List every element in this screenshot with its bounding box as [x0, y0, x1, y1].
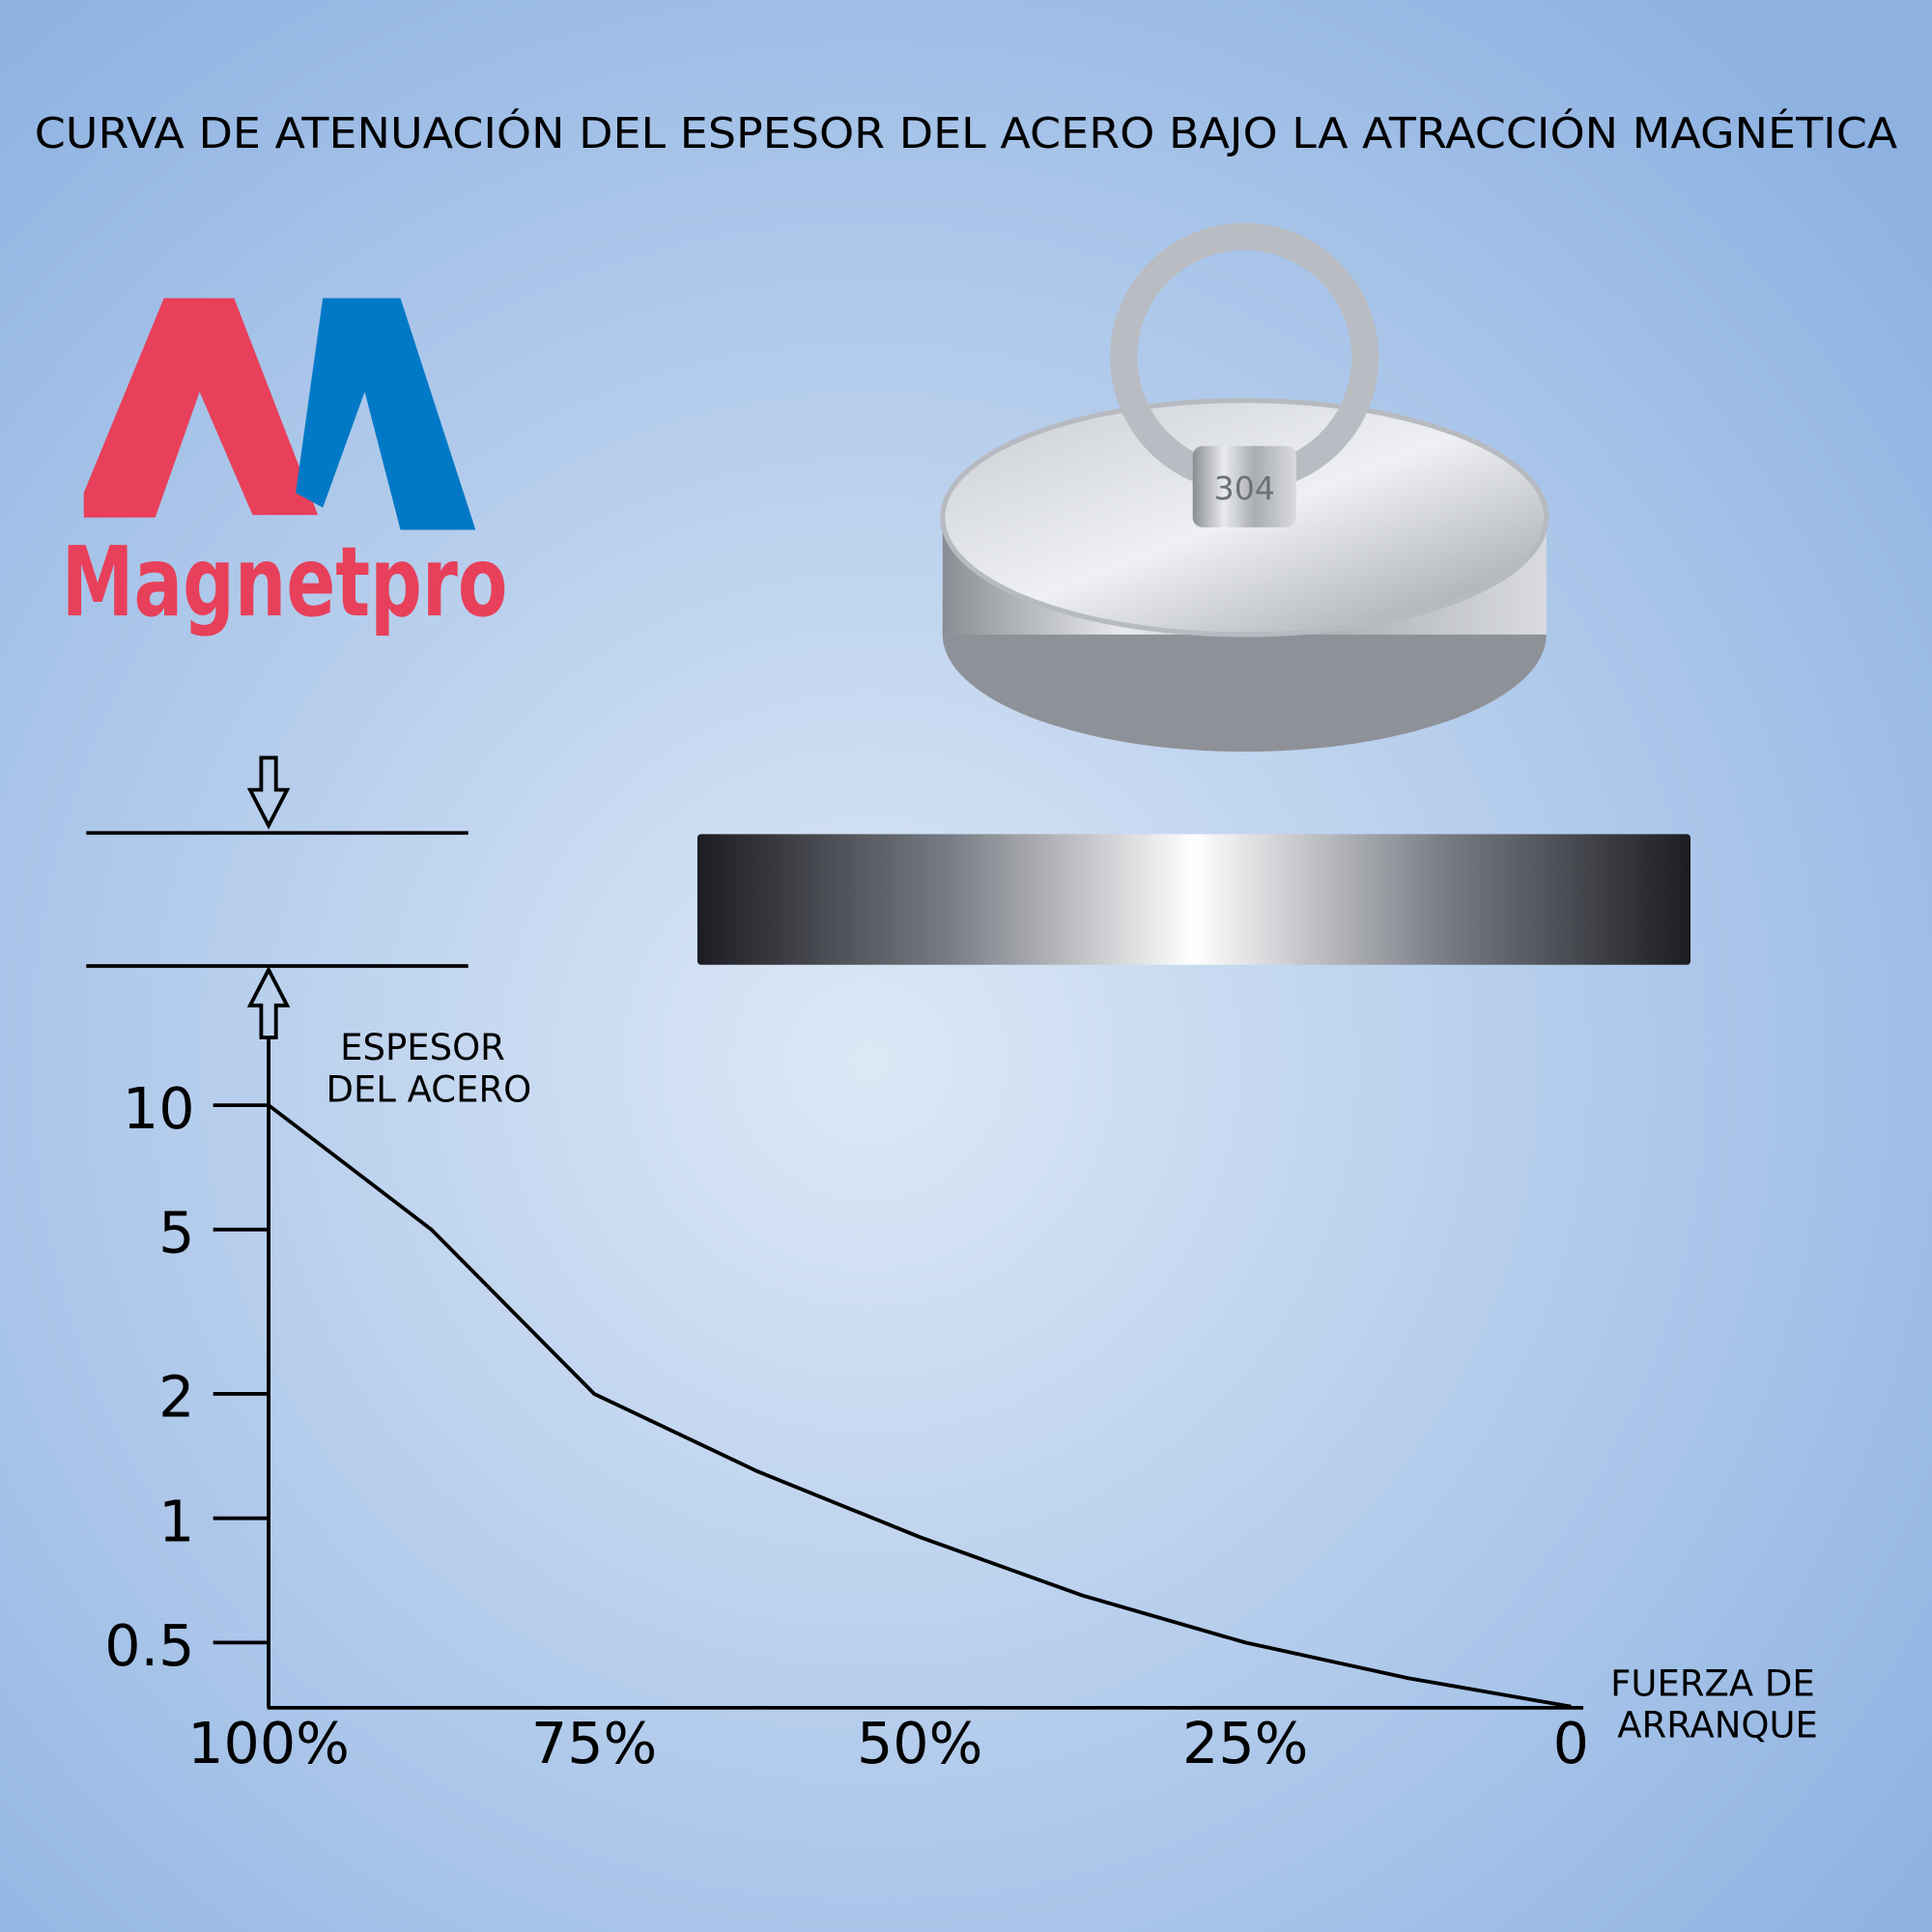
x-tick-label: 0: [1553, 1711, 1589, 1776]
logo-mark-red: [83, 298, 319, 518]
x-tick-label: 100%: [187, 1711, 350, 1776]
x-tick-label: 25%: [1182, 1711, 1308, 1776]
x-axis-label: FUERZA DE: [1610, 1662, 1815, 1704]
x-axis-label: ARRANQUE: [1617, 1705, 1818, 1747]
y-axis-label: DEL ACERO: [326, 1069, 531, 1111]
y-tick-label: 0.5: [104, 1613, 194, 1679]
x-tick-label: 50%: [857, 1711, 982, 1776]
arrow-down: [246, 755, 291, 830]
y-tick-label: 5: [158, 1201, 194, 1266]
logo: Magnetpro: [62, 298, 508, 639]
y-tick-label: 10: [123, 1076, 195, 1142]
logo-mark-blue: [296, 298, 476, 530]
eye-nut: [1192, 445, 1296, 527]
arrow-up: [246, 965, 291, 1039]
data-line: [267, 1103, 1572, 1709]
product-marking: 304: [1214, 469, 1275, 507]
y-tick-label: 2: [158, 1365, 194, 1431]
magnet: 304: [940, 222, 1549, 753]
y-axis-label: ESPESOR: [340, 1027, 505, 1068]
x-tick-label: 75%: [531, 1711, 657, 1776]
thickness-diagram: [86, 755, 469, 1039]
brand-name: Magnetpro: [62, 527, 508, 639]
y-tick-label: 1: [158, 1489, 194, 1554]
chart-title: CURVA DE ATENUACIÓN DEL ESPESOR DEL ACER…: [35, 109, 1898, 158]
steel-plate: [696, 834, 1691, 965]
